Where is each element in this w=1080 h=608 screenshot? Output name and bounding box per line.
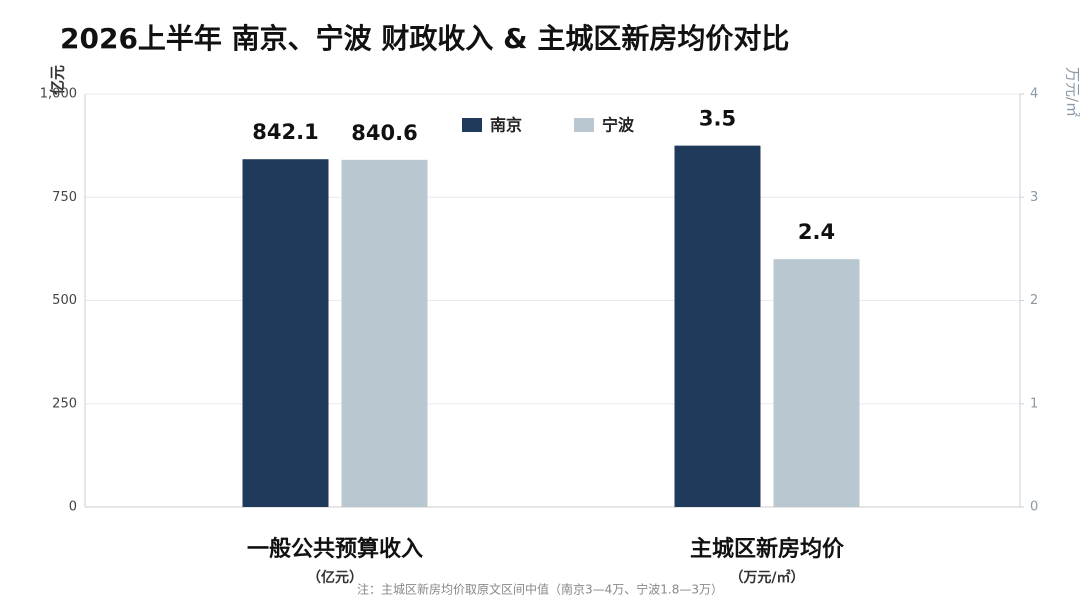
y-tick-label: 0 [69,500,77,515]
legend-swatch [574,118,594,132]
data-label: 3.5 [699,107,736,131]
data-label: 842.1 [252,120,318,144]
y2-tick-label: 1 [1030,396,1038,411]
x-tick-label: 主城区新房均价 [690,536,845,562]
legend-swatch [462,118,482,132]
legend-label: 宁波 [602,116,635,135]
y2-tick-label: 0 [1030,500,1038,515]
data-label: 840.6 [351,121,417,145]
y2-tick-label: 2 [1030,293,1038,308]
y2-tick-label: 3 [1030,190,1038,205]
x-tick-label: 一般公共预算收入 [247,536,423,562]
chart-title: 2026上半年 南京、宁波 财政收入 & 主城区新房均价对比 [60,22,789,55]
legend-label: 南京 [490,116,522,135]
y-tick-label: 750 [52,190,77,205]
x-tick-sublabel: （亿元） [307,569,363,586]
y2-tick-label: 4 [1030,87,1038,102]
y-tick-label: 1,000 [40,87,77,102]
y2-axis-label: 万元/㎡ [1064,67,1080,117]
y-tick-label: 500 [52,293,77,308]
bar [341,159,428,507]
data-label: 2.4 [798,220,835,244]
footnote: 注：主城区新房均价取原文区间中值（南京3—4万、宁波1.8—3万） [357,582,723,597]
bar [242,159,329,507]
x-tick-sublabel: （万元/㎡） [729,569,804,586]
y-axis-label: 亿元 [49,65,67,95]
bar [773,259,860,507]
bar [674,145,761,507]
y-tick-label: 250 [52,396,77,411]
